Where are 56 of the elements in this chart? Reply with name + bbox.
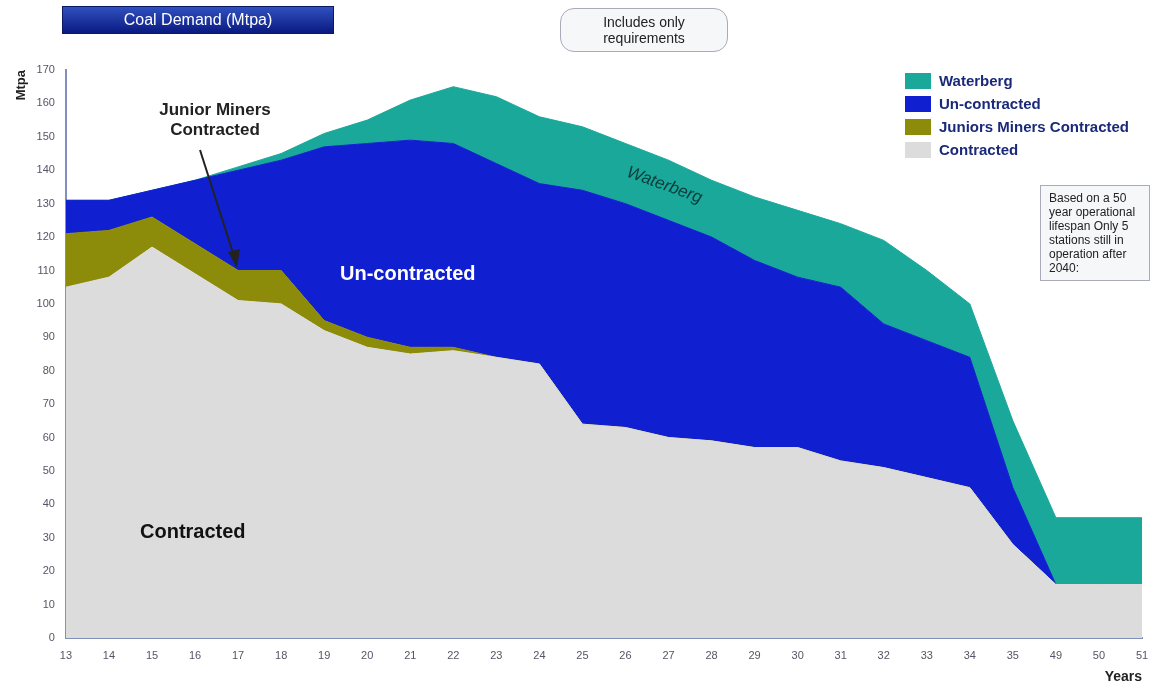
x-tick-label: 50 <box>1092 648 1106 661</box>
x-tick-label: 49 <box>1049 648 1063 661</box>
y-axis-title: Mtpa <box>13 69 29 101</box>
legend-label: Un-contracted <box>939 95 1041 112</box>
y-tick-label: 170 <box>36 63 55 76</box>
x-tick-label: 29 <box>748 648 761 661</box>
legend-label: Contracted <box>939 141 1019 158</box>
x-tick-label: 19 <box>318 648 331 661</box>
legend-label: Juniors Miners Contracted <box>939 118 1130 135</box>
x-tick-label: 23 <box>490 648 503 661</box>
legend-label: Waterberg <box>939 72 1013 89</box>
x-tick-label: 27 <box>662 648 675 661</box>
chart-title: Coal Demand (Mtpa) <box>62 6 334 34</box>
x-tick-label: 35 <box>1006 648 1019 661</box>
x-tick-label: 14 <box>102 648 116 661</box>
x-tick-label: 26 <box>619 648 632 661</box>
x-tick-label: 15 <box>145 648 159 661</box>
y-tick-label: 50 <box>42 463 55 476</box>
y-tick-label: 70 <box>42 397 55 410</box>
y-tick-label: 110 <box>37 263 55 276</box>
y-tick-label: 90 <box>42 330 55 343</box>
x-tick-label: 51 <box>1135 648 1149 661</box>
x-tick-label: 22 <box>447 648 460 661</box>
y-tick-label: 60 <box>42 430 55 443</box>
x-tick-label: 21 <box>404 648 417 661</box>
x-tick-label: 30 <box>791 648 804 661</box>
x-tick-label: 17 <box>232 648 245 661</box>
x-tick-label: 34 <box>963 648 976 661</box>
x-tick-label: 24 <box>533 648 546 661</box>
annotation: Junior Miners Contracted <box>158 100 272 140</box>
x-tick-label: 16 <box>188 648 202 661</box>
x-tick-label: 18 <box>275 648 288 661</box>
x-tick-label: 28 <box>705 648 718 661</box>
x-axis-title: Years <box>1104 668 1143 685</box>
annotation: Based on a 50 year operational lifespan Only 5 stations still in operation after 2040: <box>1040 185 1150 281</box>
y-tick-label: 150 <box>36 129 55 142</box>
x-tick-label: 25 <box>576 648 589 661</box>
y-tick-label: 20 <box>42 564 55 577</box>
y-tick-label: 10 <box>42 597 55 610</box>
y-tick-label: 30 <box>42 530 55 543</box>
y-tick-label: 160 <box>36 96 55 109</box>
x-tick-label: 32 <box>877 648 890 661</box>
y-tick-label: 80 <box>42 363 55 376</box>
x-tick-label: 20 <box>361 648 374 661</box>
y-tick-label: 100 <box>36 296 55 309</box>
annotation: Contracted <box>140 520 246 543</box>
annotation: Un-contracted <box>340 262 476 285</box>
y-tick-label: 0 <box>48 631 55 644</box>
x-tick-label: 31 <box>834 648 847 661</box>
x-tick-label: 33 <box>920 648 933 661</box>
y-tick-label: 130 <box>36 196 55 209</box>
y-tick-label: 140 <box>36 163 55 176</box>
y-tick-label: 40 <box>42 497 55 510</box>
x-tick-label: 13 <box>59 648 73 661</box>
text: Includes only requirements <box>560 8 728 52</box>
y-tick-label: 120 <box>36 230 55 243</box>
